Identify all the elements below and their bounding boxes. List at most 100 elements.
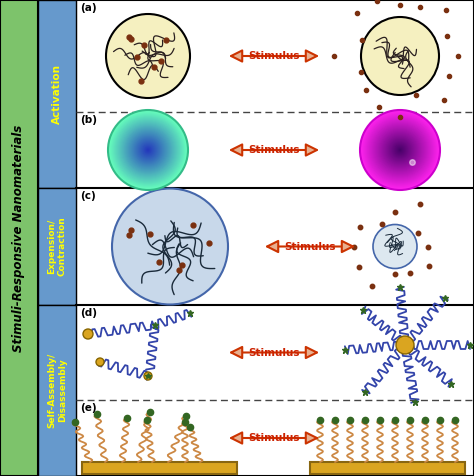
Circle shape xyxy=(399,149,401,151)
Circle shape xyxy=(361,17,439,95)
FancyBboxPatch shape xyxy=(38,188,76,305)
Circle shape xyxy=(134,136,162,164)
FancyArrowPatch shape xyxy=(231,432,317,444)
Circle shape xyxy=(115,117,181,183)
Circle shape xyxy=(117,119,179,181)
FancyBboxPatch shape xyxy=(0,0,38,476)
Circle shape xyxy=(114,116,182,184)
Circle shape xyxy=(387,137,413,163)
Circle shape xyxy=(374,124,426,176)
FancyArrowPatch shape xyxy=(267,241,353,252)
Circle shape xyxy=(124,126,172,174)
Circle shape xyxy=(364,114,436,186)
Circle shape xyxy=(362,112,438,188)
Circle shape xyxy=(142,144,154,156)
Text: Activation: Activation xyxy=(52,64,62,124)
Text: Stimulus: Stimulus xyxy=(248,51,300,61)
Circle shape xyxy=(110,112,186,188)
Circle shape xyxy=(123,125,173,175)
Circle shape xyxy=(385,135,415,165)
FancyArrowPatch shape xyxy=(231,50,317,61)
Text: Stimuli-Responsive Nanomaterials: Stimuli-Responsive Nanomaterials xyxy=(12,124,26,352)
Circle shape xyxy=(392,142,408,158)
FancyBboxPatch shape xyxy=(38,0,76,188)
Circle shape xyxy=(368,118,432,182)
Text: Stimulus: Stimulus xyxy=(248,347,300,357)
Circle shape xyxy=(144,372,152,380)
Circle shape xyxy=(396,146,404,154)
Circle shape xyxy=(376,126,424,174)
Circle shape xyxy=(111,113,185,187)
Circle shape xyxy=(139,141,157,159)
Circle shape xyxy=(389,139,411,161)
Circle shape xyxy=(382,132,418,168)
Text: Stimulus: Stimulus xyxy=(248,145,300,155)
Circle shape xyxy=(377,127,423,173)
Circle shape xyxy=(143,145,153,155)
Circle shape xyxy=(106,14,190,98)
Circle shape xyxy=(365,115,435,185)
FancyBboxPatch shape xyxy=(310,462,465,474)
Circle shape xyxy=(383,133,417,167)
Circle shape xyxy=(379,129,421,171)
Circle shape xyxy=(393,143,407,157)
Text: (e): (e) xyxy=(80,403,97,413)
Circle shape xyxy=(390,140,410,160)
Circle shape xyxy=(141,143,155,157)
Circle shape xyxy=(370,120,430,180)
Text: Expension/
Contraction: Expension/ Contraction xyxy=(47,217,67,277)
Circle shape xyxy=(119,121,177,179)
Circle shape xyxy=(380,130,420,170)
Circle shape xyxy=(137,139,159,161)
Circle shape xyxy=(120,122,176,178)
Circle shape xyxy=(146,148,150,152)
Circle shape xyxy=(372,122,428,178)
Text: (b): (b) xyxy=(80,115,97,125)
Circle shape xyxy=(360,110,440,190)
Circle shape xyxy=(147,149,149,151)
Text: (c): (c) xyxy=(80,191,96,201)
Circle shape xyxy=(375,125,425,175)
FancyBboxPatch shape xyxy=(82,462,237,474)
FancyArrowPatch shape xyxy=(231,347,317,358)
Circle shape xyxy=(126,128,170,172)
Circle shape xyxy=(397,147,403,153)
Circle shape xyxy=(384,134,416,166)
Circle shape xyxy=(367,117,433,183)
Circle shape xyxy=(125,127,171,173)
Circle shape xyxy=(131,133,165,167)
Text: (a): (a) xyxy=(80,3,97,13)
Circle shape xyxy=(108,110,188,190)
Circle shape xyxy=(118,120,178,180)
FancyBboxPatch shape xyxy=(76,0,474,476)
Circle shape xyxy=(394,144,406,156)
Circle shape xyxy=(369,119,431,181)
Circle shape xyxy=(398,148,402,152)
Circle shape xyxy=(138,140,158,160)
Circle shape xyxy=(144,146,152,154)
Circle shape xyxy=(361,111,439,189)
Circle shape xyxy=(363,113,437,187)
Circle shape xyxy=(391,141,409,159)
Circle shape xyxy=(371,121,429,179)
Circle shape xyxy=(112,188,228,305)
Circle shape xyxy=(386,136,414,164)
Circle shape xyxy=(130,132,166,168)
Circle shape xyxy=(140,142,156,158)
Circle shape xyxy=(109,111,187,189)
Circle shape xyxy=(135,137,161,163)
Text: Self-Assembly/
Disassembly: Self-Assembly/ Disassembly xyxy=(47,353,67,428)
Circle shape xyxy=(83,329,93,339)
Circle shape xyxy=(127,129,169,171)
Text: Stimulus: Stimulus xyxy=(248,433,300,443)
Circle shape xyxy=(96,358,104,366)
Circle shape xyxy=(136,138,160,162)
Circle shape xyxy=(121,123,175,177)
Circle shape xyxy=(132,134,164,166)
FancyArrowPatch shape xyxy=(231,144,317,156)
Circle shape xyxy=(373,123,427,177)
Text: Stimulus: Stimulus xyxy=(284,241,336,251)
Circle shape xyxy=(113,115,183,185)
Circle shape xyxy=(396,336,414,354)
Circle shape xyxy=(116,118,180,182)
